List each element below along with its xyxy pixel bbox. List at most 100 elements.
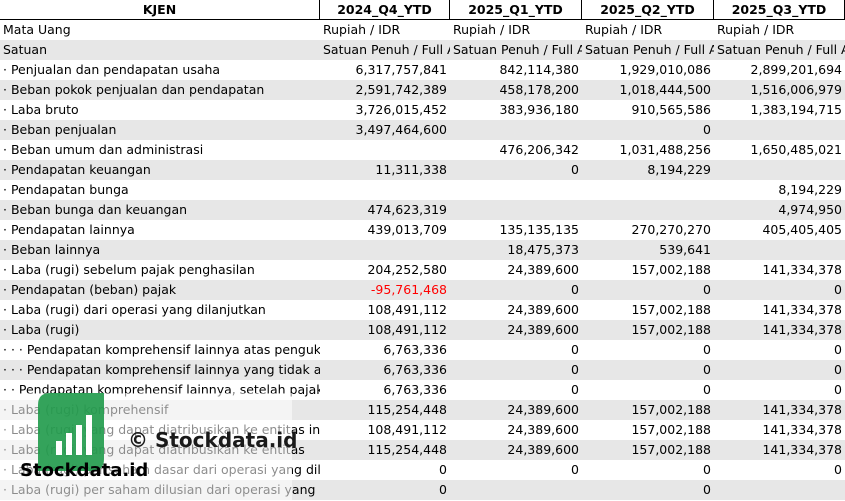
cell-value: Rupiah / IDR <box>717 22 795 37</box>
row-band <box>0 280 845 300</box>
cell-value: 0 <box>834 342 842 357</box>
cell-value: Rupiah / IDR <box>585 22 663 37</box>
cell-value: 0 <box>703 282 711 297</box>
cell-value: 108,491,112 <box>367 302 447 317</box>
row-band <box>0 260 845 280</box>
cell-value: 4,974,950 <box>778 202 842 217</box>
cell-value: 0 <box>703 122 711 137</box>
cell-value: 8,194,229 <box>778 182 842 197</box>
cell-value: 24,389,600 <box>507 442 579 457</box>
row-label: · · · Pendapatan komprehensif lainnya ya… <box>3 362 320 377</box>
cell-value: 157,002,188 <box>631 262 711 277</box>
cell-value: 405,405,405 <box>762 222 842 237</box>
cell-value: 0 <box>439 482 447 497</box>
cell-value: 474,623,319 <box>367 202 447 217</box>
cell-value: 108,491,112 <box>367 322 447 337</box>
row-label: · Penjualan dan pendapatan usaha <box>3 62 221 77</box>
cell-value: 24,389,600 <box>507 262 579 277</box>
row-band <box>0 320 845 340</box>
cell-value: 0 <box>834 382 842 397</box>
cell-value: 141,334,378 <box>762 422 842 437</box>
cell-value: 1,018,444,500 <box>619 82 711 97</box>
cell-value: Rupiah / IDR <box>453 22 531 37</box>
cell-value: 141,334,378 <box>762 302 842 317</box>
cell-value: 2,591,742,389 <box>355 82 447 97</box>
cell-value: 108,491,112 <box>367 422 447 437</box>
row-band <box>0 140 845 160</box>
cell-value: 141,334,378 <box>762 442 842 457</box>
row-label: Mata Uang <box>3 22 71 37</box>
cell-value: 0 <box>703 342 711 357</box>
row-band <box>0 300 845 320</box>
cell-value: 6,763,336 <box>383 342 447 357</box>
cell-value: 3,726,015,452 <box>355 102 447 117</box>
cell-value: 0 <box>703 482 711 497</box>
row-label: · Laba (rugi) sebelum pajak penghasilan <box>3 262 255 277</box>
cell-value: 439,013,709 <box>367 222 447 237</box>
cell-value: 115,254,448 <box>367 442 447 457</box>
row-label: · Beban penjualan <box>3 122 117 137</box>
row-band <box>0 20 845 40</box>
column-header: 2025_Q3_YTD <box>714 0 845 20</box>
cell-value: 135,135,135 <box>499 222 579 237</box>
row-band <box>0 160 845 180</box>
cell-value: 0 <box>571 342 579 357</box>
row-band <box>0 240 845 260</box>
cell-value: 8,194,229 <box>647 162 711 177</box>
row-label: Satuan <box>3 42 48 57</box>
cell-value: 0 <box>834 462 842 477</box>
cell-value: -95,761,468 <box>370 282 447 297</box>
logo-icon <box>38 393 104 471</box>
row-label: · Beban lainnya <box>3 242 101 257</box>
cell-value: 24,389,600 <box>507 302 579 317</box>
cell-value: 2,899,201,694 <box>750 62 842 77</box>
cell-value: 1,929,010,086 <box>619 62 711 77</box>
cell-value: 1,650,485,021 <box>750 142 842 157</box>
row-label: · Beban pokok penjualan dan pendapatan <box>3 82 265 97</box>
cell-value: 476,206,342 <box>499 142 579 157</box>
cell-value: 0 <box>834 362 842 377</box>
row-band <box>0 180 845 200</box>
cell-value: 157,002,188 <box>631 422 711 437</box>
cell-value: 3,497,464,600 <box>355 122 447 137</box>
row-band <box>0 40 845 60</box>
cell-value: 0 <box>834 282 842 297</box>
cell-value: 0 <box>703 382 711 397</box>
cell-value: 11,311,338 <box>375 162 447 177</box>
cell-value: 157,002,188 <box>631 302 711 317</box>
row-band <box>0 120 845 140</box>
cell-value: 0 <box>571 162 579 177</box>
cell-value: 6,317,757,841 <box>355 62 447 77</box>
cell-value: 0 <box>439 462 447 477</box>
cell-value: Rupiah / IDR <box>323 22 401 37</box>
cell-value: 0 <box>703 362 711 377</box>
row-band <box>0 200 845 220</box>
row-band <box>0 220 845 240</box>
row-label: · Pendapatan bunga <box>3 182 129 197</box>
logo-text: Stockdata.id <box>20 460 149 481</box>
cell-value: 270,270,270 <box>631 222 711 237</box>
cell-value: 24,389,600 <box>507 422 579 437</box>
row-label: · Pendapatan (beban) pajak <box>3 282 177 297</box>
cell-value: Satuan Penuh / Full A <box>585 42 714 57</box>
cell-value: 6,763,336 <box>383 382 447 397</box>
column-header: KJEN <box>0 0 320 20</box>
cell-value: 0 <box>703 462 711 477</box>
row-label: · · · Pendapatan komprehensif lainnya at… <box>3 342 320 357</box>
cell-value: 141,334,378 <box>762 402 842 417</box>
row-label: · Beban umum dan administrasi <box>3 142 204 157</box>
row-band <box>0 360 845 380</box>
column-header: 2025_Q2_YTD <box>582 0 714 20</box>
row-band <box>0 100 845 120</box>
cell-value: 24,389,600 <box>507 402 579 417</box>
cell-value: 24,389,600 <box>507 322 579 337</box>
row-band <box>0 80 845 100</box>
cell-value: 6,763,336 <box>383 362 447 377</box>
cell-value: 18,475,373 <box>507 242 579 257</box>
row-band <box>0 340 845 360</box>
row-label: · Laba bruto <box>3 102 79 117</box>
cell-value: 0 <box>571 282 579 297</box>
cell-value: 115,254,448 <box>367 402 447 417</box>
column-header: 2025_Q1_YTD <box>450 0 582 20</box>
